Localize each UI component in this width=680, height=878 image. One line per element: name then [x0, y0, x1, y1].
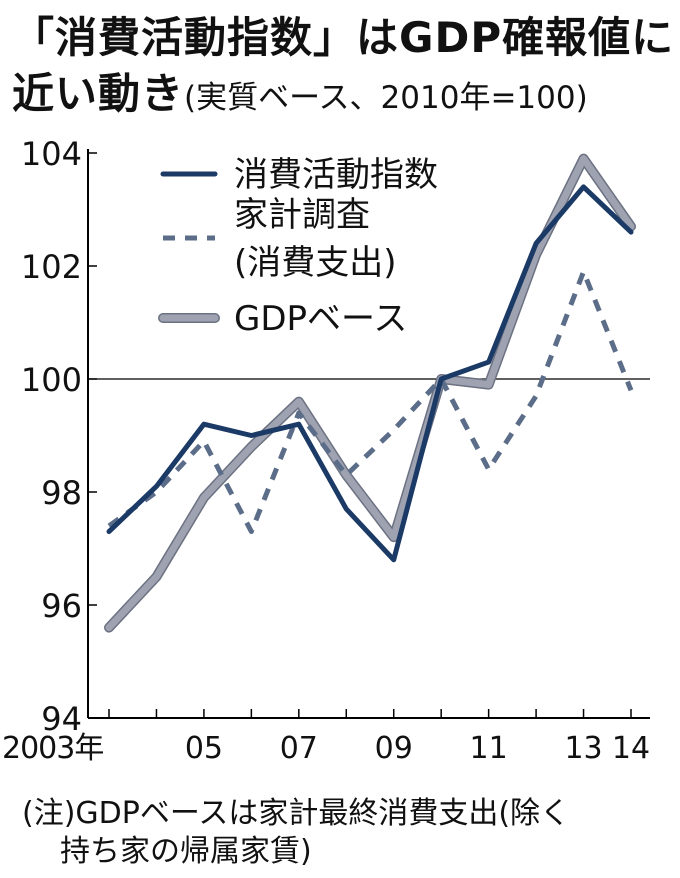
- chart-title-subtitle: (実質ベース、2010年=100): [184, 80, 588, 116]
- series-survey-line: [107, 269, 634, 535]
- legend-label-survey-2: (消費支出): [234, 243, 397, 283]
- y-tick-label-94: 94: [41, 700, 82, 738]
- y-tick-label-104: 104: [21, 135, 82, 173]
- series-gdp-outline: [104, 153, 636, 633]
- x-tick-label-2005: 05: [185, 731, 223, 766]
- series-index-line: [106, 184, 634, 563]
- legend-label-index: 消費活動指数: [234, 155, 438, 195]
- x-tick-label-2014: 14: [612, 731, 650, 766]
- series-gdp-line: [105, 155, 635, 632]
- chart-title-line1: 「消費活動指数」はGDP確報値に: [12, 13, 675, 62]
- chart-title-main: 近い動き: [12, 69, 185, 118]
- footnote-line2: 持ち家の帰属家賃): [60, 834, 312, 869]
- footnote-line1: (注)GDPベースは家計最終消費支出(除く: [22, 796, 571, 831]
- chart-title-line2: 近い動き(実質ベース、2010年=100): [12, 60, 588, 121]
- legend-label-survey-1: 家計調査: [234, 195, 370, 235]
- x-tick-label-2009: 09: [375, 731, 413, 766]
- y-tick-label-102: 102: [21, 248, 82, 286]
- y-tick-label-98: 98: [41, 474, 82, 512]
- legend-label-gdp: GDPベース: [234, 299, 407, 339]
- x-tick-label-2013: 13: [564, 731, 602, 766]
- x-tick-label-2007: 07: [280, 731, 318, 766]
- y-tick-label-100: 100: [21, 361, 82, 399]
- x-tick-label-2003: 2003年: [2, 731, 103, 766]
- x-tick-label-2011: 11: [470, 731, 508, 766]
- y-tick-label-96: 96: [41, 587, 82, 625]
